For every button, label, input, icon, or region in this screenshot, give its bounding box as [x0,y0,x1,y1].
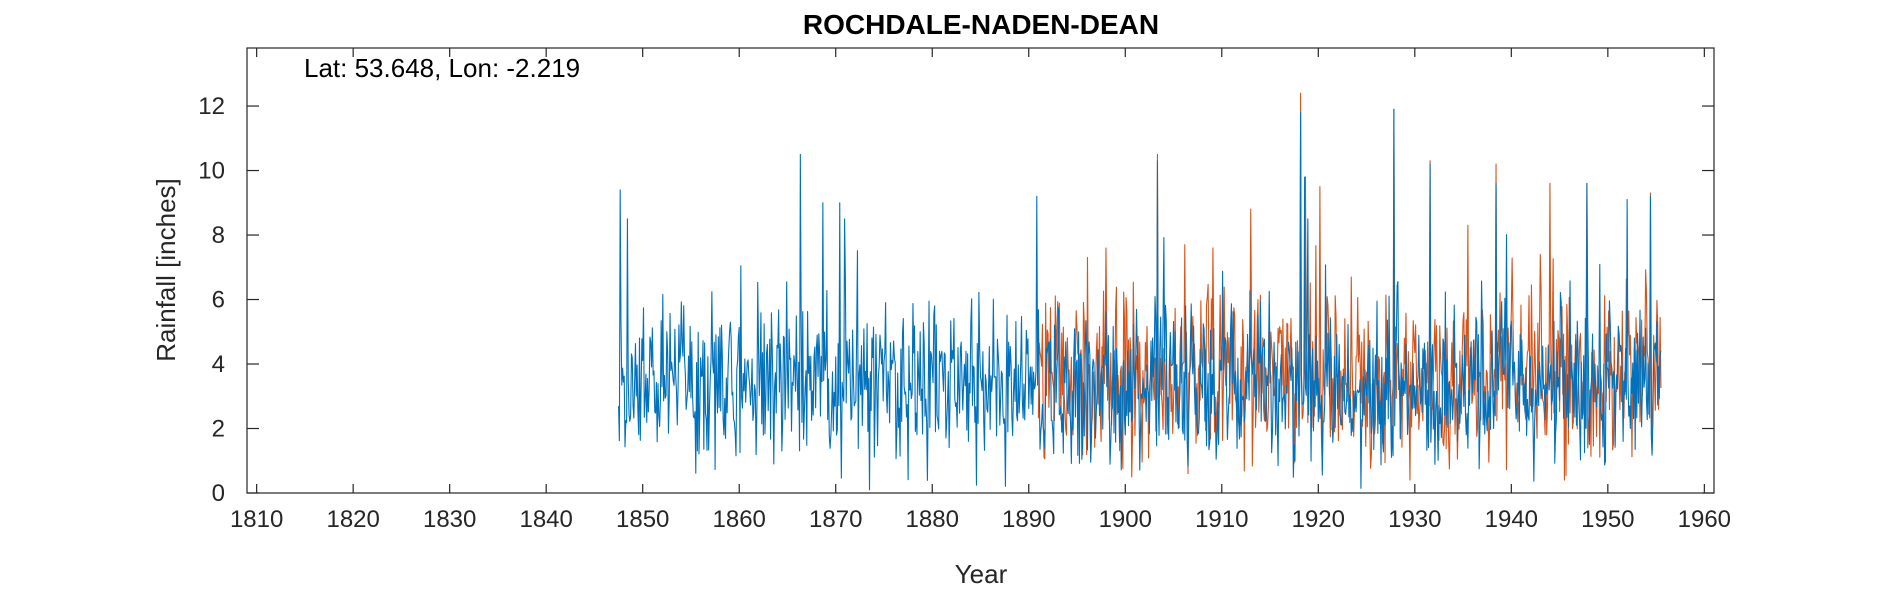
y-axis-label: Rainfall [inches] [151,178,181,362]
y-tick-label: 10 [198,158,225,185]
location-annotation: Lat: 53.648, Lon: -2.219 [304,53,580,83]
x-tick-label: 1810 [230,506,283,533]
x-tick-label: 1910 [1195,506,1248,533]
x-tick-label: 1920 [1292,506,1345,533]
y-tick-label: 2 [212,416,225,443]
y-tick-label: 6 [212,287,225,314]
plot-frame [246,47,1715,494]
x-tick-label: 1820 [326,506,379,533]
x-tick-label: 1850 [616,506,669,533]
x-tick-label: 1930 [1388,506,1441,533]
x-tick-label: 1870 [809,506,862,533]
axes-layer: 1810 1820 1830 1840 1850 1860 1870 1880 1890 1900… [198,48,1731,533]
series-layer [618,92,1662,491]
y-tick-label: 0 [212,480,225,507]
y-tick-label: 8 [212,222,225,249]
x-tick-label: 1860 [713,506,766,533]
x-axis-label: Year [955,559,1008,589]
x-tick-label: 1890 [1002,506,1055,533]
x-tick-label: 1830 [423,506,476,533]
series-line-2 [618,108,1662,491]
x-tick-label: 1900 [1099,506,1152,533]
x-tick-label: 1940 [1485,506,1538,533]
y-tick-label: 12 [198,93,225,120]
x-tick-label: 1840 [519,506,572,533]
x-tick-label: 1880 [906,506,959,533]
x-tick-label: 1950 [1581,506,1634,533]
x-tick-label: 1960 [1678,506,1731,533]
chart-title: ROCHDALE-NADEN-DEAN [803,9,1159,40]
y-tick-label: 4 [212,351,225,378]
